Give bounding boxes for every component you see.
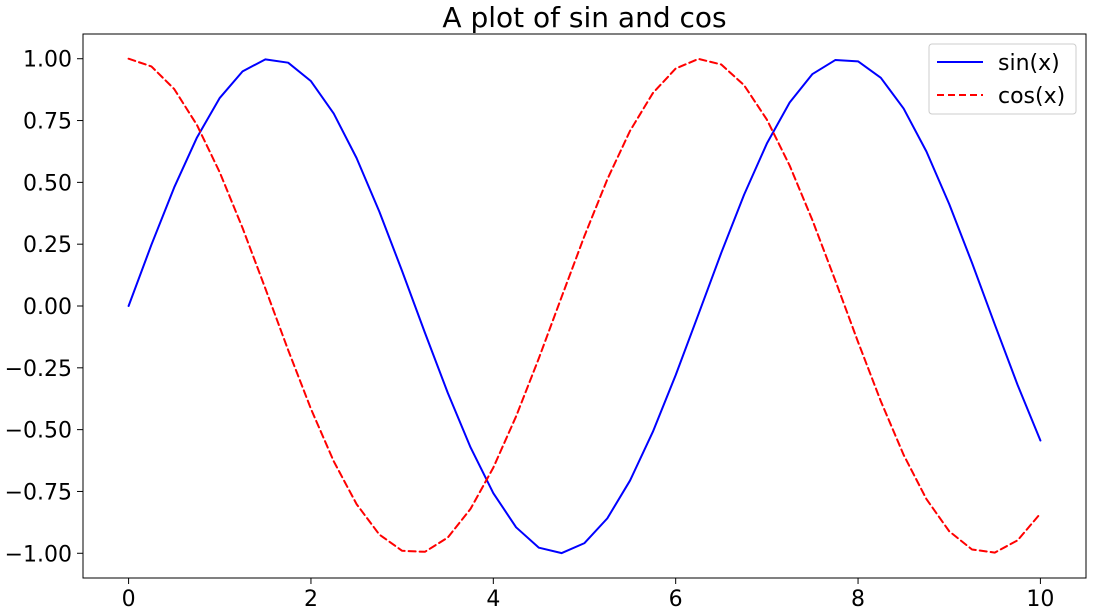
x-tick-label: 0 <box>122 587 136 611</box>
y-tick-label: 0.75 <box>23 110 72 135</box>
y-tick-label: 1.00 <box>23 48 72 73</box>
y-tick-label: 0.25 <box>23 233 72 258</box>
legend: sin(x) cos(x) <box>928 43 1077 115</box>
legend-label: sin(x) <box>998 51 1060 76</box>
y-tick-label: 0.50 <box>23 171 72 196</box>
x-axis: 0 2 4 6 8 10 <box>122 578 1054 611</box>
y-tick-label: −0.25 <box>5 357 72 382</box>
series-line-cos <box>127 57 1042 554</box>
series-lines <box>127 57 1042 555</box>
y-tick-label: −0.50 <box>5 419 72 444</box>
x-tick-label: 10 <box>1026 587 1054 611</box>
series-line-sin <box>127 58 1042 555</box>
y-tick-label: 0.00 <box>23 295 72 320</box>
x-tick-label: 2 <box>304 587 318 611</box>
x-tick-label: 8 <box>851 587 865 611</box>
legend-label: cos(x) <box>998 84 1065 109</box>
y-tick-label: −1.00 <box>5 542 72 567</box>
chart-title: A plot of sin and cos <box>442 1 726 34</box>
y-tick-label: −0.75 <box>5 480 72 505</box>
x-tick-label: 6 <box>669 587 683 611</box>
x-tick-label: 4 <box>486 587 500 611</box>
plot-area <box>82 33 1087 579</box>
y-axis: 1.00 0.75 0.50 0.25 0.00 −0.25 −0.50 −0.75 −1.00 <box>5 48 83 567</box>
